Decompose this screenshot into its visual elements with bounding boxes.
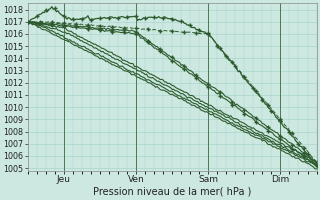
X-axis label: Pression niveau de la mer( hPa ): Pression niveau de la mer( hPa ) — [93, 187, 251, 197]
